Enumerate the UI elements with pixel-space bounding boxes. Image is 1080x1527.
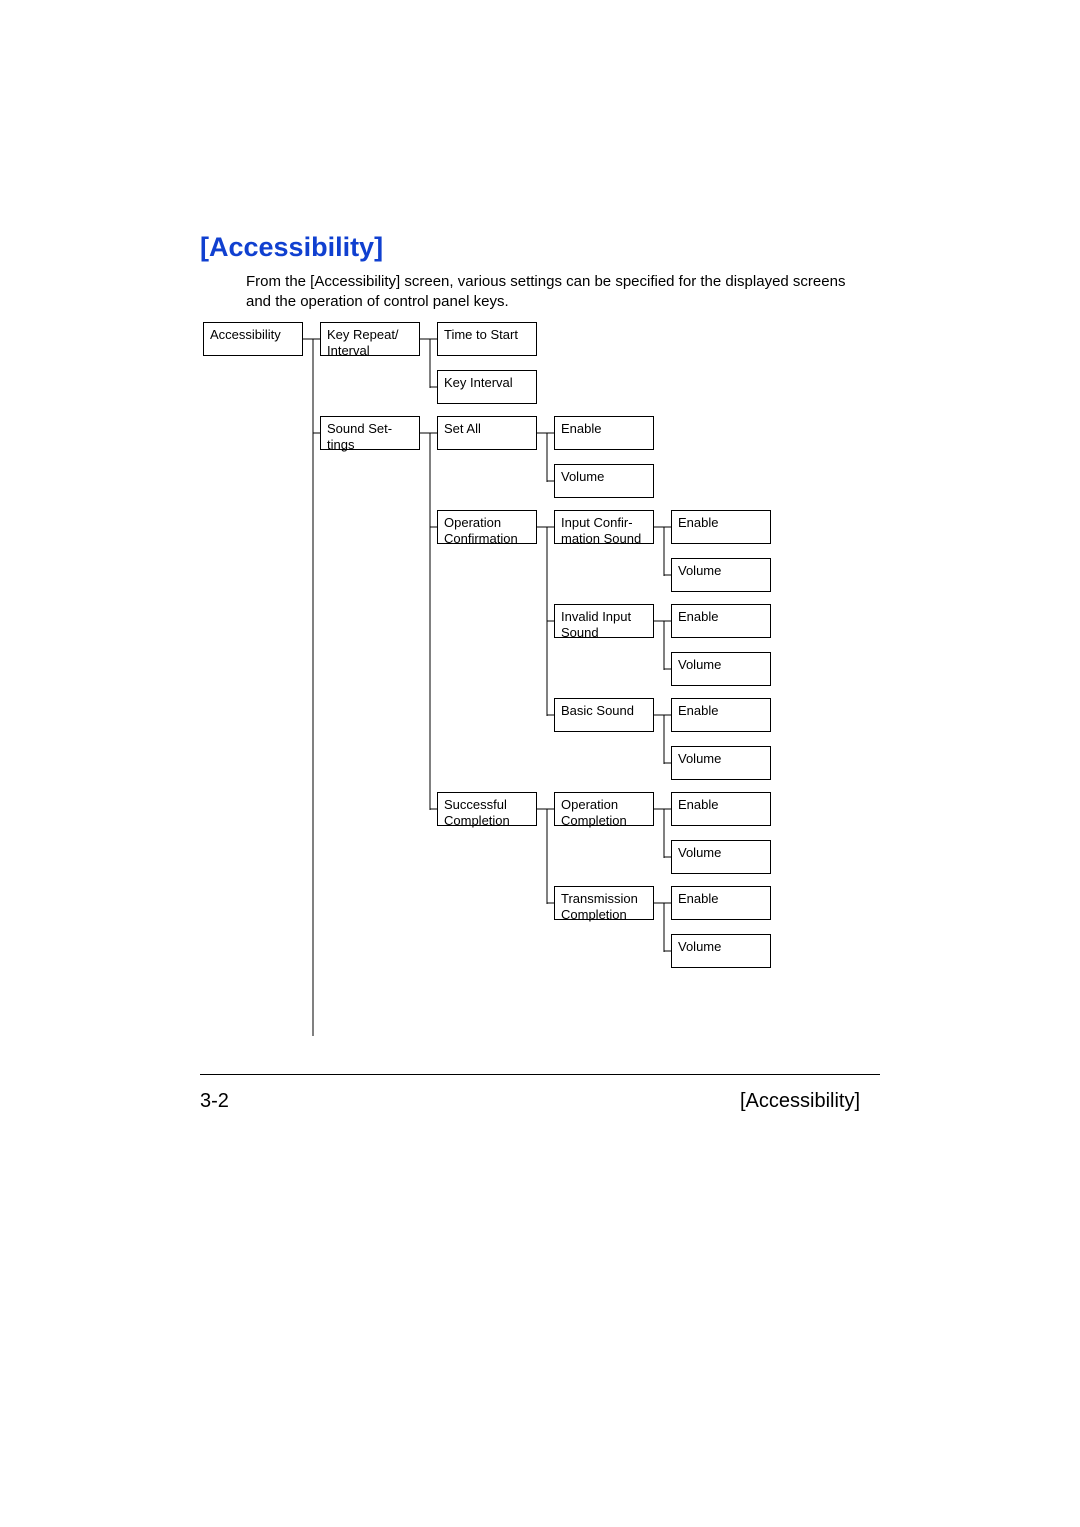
tree-node: Enable <box>671 792 771 826</box>
tree-node: Enable <box>554 416 654 450</box>
tree-node: Input Confir-mation Sound <box>554 510 654 544</box>
tree-node: Volume <box>671 934 771 968</box>
tree-lines <box>0 0 1080 1527</box>
tree-node: Sound Set-tings <box>320 416 420 450</box>
tree-node: Accessibility <box>203 322 303 356</box>
tree-node: Volume <box>671 558 771 592</box>
tree-node: Invalid InputSound <box>554 604 654 638</box>
tree-node: Time to Start <box>437 322 537 356</box>
tree-node: OperationConfirmation <box>437 510 537 544</box>
tree-node: Volume <box>671 840 771 874</box>
footer-section-name: [Accessibility] <box>740 1090 860 1113</box>
tree-node: TransmissionCompletion <box>554 886 654 920</box>
tree-node: Enable <box>671 604 771 638</box>
tree-node: Set All <box>437 416 537 450</box>
tree-node: OperationCompletion <box>554 792 654 826</box>
tree-node: Volume <box>671 652 771 686</box>
tree-node: Enable <box>671 886 771 920</box>
tree-node: Key Interval <box>437 370 537 404</box>
tree-node: Key Repeat/Interval <box>320 322 420 356</box>
footer-page-number: 3-2 <box>200 1090 229 1113</box>
tree-node: Basic Sound <box>554 698 654 732</box>
page: [Accessibility] From the [Accessibility]… <box>0 0 1080 1527</box>
footer-rule <box>200 1074 880 1075</box>
tree-node: SuccessfulCompletion <box>437 792 537 826</box>
tree-node: Volume <box>554 464 654 498</box>
tree-node: Volume <box>671 746 771 780</box>
tree-node: Enable <box>671 510 771 544</box>
tree-node: Enable <box>671 698 771 732</box>
